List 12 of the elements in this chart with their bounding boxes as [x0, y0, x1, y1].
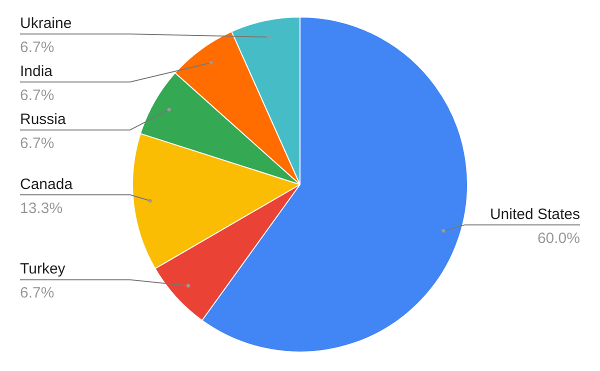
data-label: 13.3%	[20, 200, 63, 217]
data-label: 6.7%	[20, 87, 54, 104]
slice-label: India	[20, 63, 54, 80]
slice-label: Ukraine	[20, 15, 72, 32]
slice-label: Canada	[20, 176, 74, 193]
data-label: 60.0%	[537, 230, 580, 247]
data-label: 6.7%	[20, 39, 54, 56]
slice-label: Turkey	[20, 260, 66, 278]
slice-label: United States	[490, 206, 580, 223]
data-label: 6.7%	[20, 284, 54, 302]
data-label: 6.7%	[20, 135, 54, 152]
slice-label: Russia	[20, 111, 67, 128]
